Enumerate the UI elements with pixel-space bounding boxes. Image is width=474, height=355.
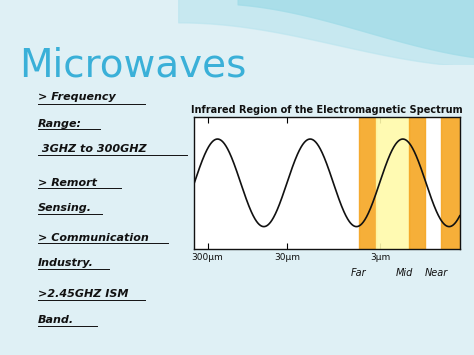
Text: Mid: Mid — [395, 268, 413, 278]
Bar — [441, 117, 460, 248]
Text: Band.: Band. — [38, 315, 74, 325]
Bar — [359, 117, 376, 248]
Text: Near: Near — [424, 268, 447, 278]
Text: >2.45GHZ ISM: >2.45GHZ ISM — [38, 289, 128, 299]
Text: > Remort: > Remort — [38, 178, 97, 187]
Text: Microwaves: Microwaves — [19, 46, 246, 84]
Bar — [376, 117, 410, 248]
Text: 3GHZ to 300GHZ: 3GHZ to 300GHZ — [38, 144, 146, 154]
Text: Far: Far — [351, 268, 367, 278]
Text: Range:: Range: — [38, 119, 82, 129]
Title: Infrared Region of the Electromagnetic Spectrum: Infrared Region of the Electromagnetic S… — [191, 105, 463, 115]
Bar — [410, 117, 425, 248]
Text: > Frequency: > Frequency — [38, 92, 116, 102]
Text: Sensing.: Sensing. — [38, 203, 92, 213]
Text: Industry.: Industry. — [38, 258, 94, 268]
Text: > Communication: > Communication — [38, 233, 149, 242]
